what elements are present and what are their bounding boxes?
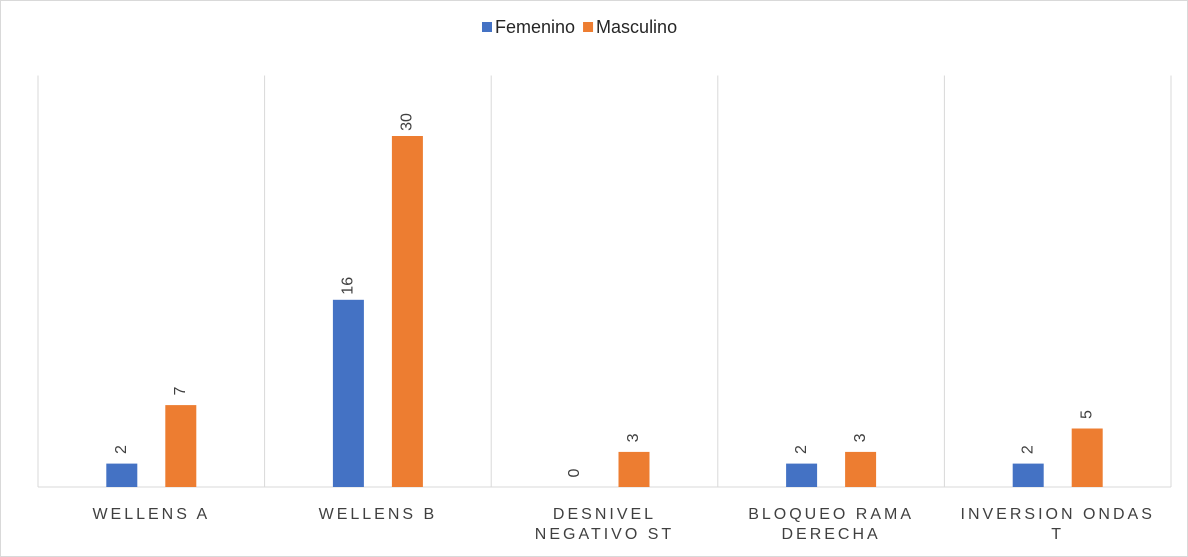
value-label: 3 [852,433,869,442]
bar [1012,463,1044,487]
x-tick-label: DESNIVEL NEGATIVO ST [534,506,675,543]
bar [332,299,364,487]
legend-swatch [583,22,594,32]
value-label: 16 [340,277,357,295]
legend-swatch [482,22,492,32]
value-label: 2 [793,445,810,454]
legend-label: Masculino [596,17,677,37]
bar [618,451,650,487]
x-tick-label: BLOQUEO RAMA DERECHA [748,506,914,543]
x-tick-label: INVERSION ONDAS T [960,506,1155,543]
bar [1071,428,1103,487]
value-label: 2 [1019,445,1036,454]
x-tick-label: WELLENS A [92,506,211,523]
value-label: 30 [399,113,416,131]
legend-label: Femenino [495,17,575,37]
value-label: 7 [172,387,189,396]
value-label: 5 [1078,410,1095,419]
value-label: 0 [566,468,583,477]
bar [845,451,877,487]
bar [106,463,138,487]
bar [165,405,197,487]
bar [391,136,423,487]
value-label: 2 [113,445,130,454]
x-tick-label: WELLENS B [318,506,438,523]
value-label: 3 [625,433,642,442]
bar [786,463,818,487]
